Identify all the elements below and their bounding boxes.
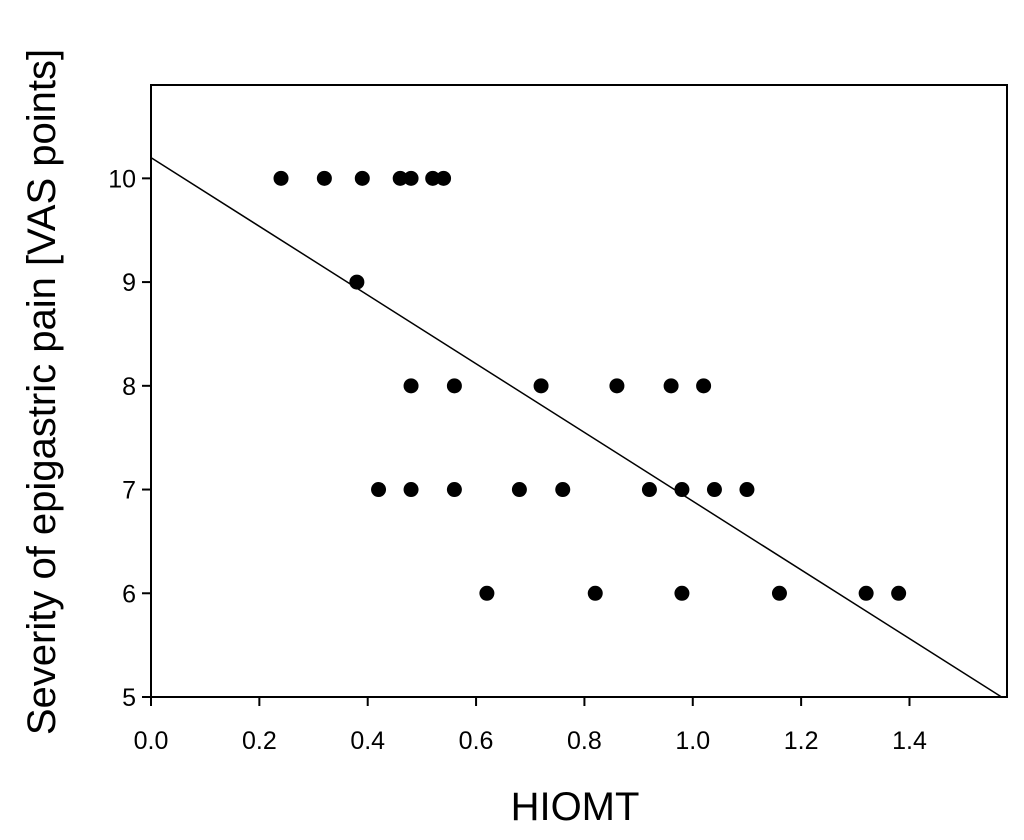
y-tick-label: 10 (108, 165, 136, 193)
data-point (479, 585, 495, 601)
axis-ticks: 0.0 0.2 0.4 0.6 0.8 1.0 1.2 1.4 5 6 7 8 9 10 (108, 165, 927, 755)
y-tick-label: 7 (122, 477, 136, 505)
y-tick-label: 6 (122, 580, 136, 608)
data-point (674, 585, 690, 601)
data-point (354, 170, 370, 186)
data-point (533, 378, 549, 394)
x-tick-label: 1.0 (675, 727, 710, 755)
data-point (371, 482, 387, 498)
data-point (696, 378, 712, 394)
data-point (392, 170, 408, 186)
data-point (858, 585, 874, 601)
x-tick-label: 0.4 (350, 727, 385, 755)
x-tick-label: 0.0 (134, 727, 169, 755)
data-point (273, 170, 289, 186)
data-point (891, 585, 907, 601)
data-point (425, 170, 441, 186)
data-point (674, 482, 690, 498)
x-tick-label: 0.8 (567, 727, 602, 755)
x-axis-title: HIOMT (511, 785, 640, 829)
x-tick-label: 1.4 (892, 727, 927, 755)
x-tick-label: 0.2 (242, 727, 277, 755)
y-tick-label: 5 (122, 684, 136, 712)
data-point (739, 482, 755, 498)
y-axis-title: Severity of epigastric pain [VAS points] (20, 49, 64, 735)
data-point (403, 482, 419, 498)
data-point (555, 482, 571, 498)
data-point (446, 378, 462, 394)
y-tick-label: 8 (122, 373, 136, 401)
data-point (403, 170, 419, 186)
data-point (403, 378, 419, 394)
regression-line (150, 156, 1002, 698)
data-point (587, 585, 603, 601)
data-point (663, 378, 679, 394)
data-point (436, 170, 452, 186)
data-point (771, 585, 787, 601)
y-tick-label: 9 (122, 269, 136, 297)
data-points (273, 170, 907, 601)
x-tick-label: 0.6 (459, 727, 494, 755)
data-point (446, 482, 462, 498)
data-point (609, 378, 625, 394)
data-point (706, 482, 722, 498)
data-point (349, 274, 365, 290)
data-point (511, 482, 527, 498)
data-point (316, 170, 332, 186)
plot-area-frame (150, 84, 1008, 698)
x-tick-label: 1.2 (784, 727, 819, 755)
data-point (641, 482, 657, 498)
